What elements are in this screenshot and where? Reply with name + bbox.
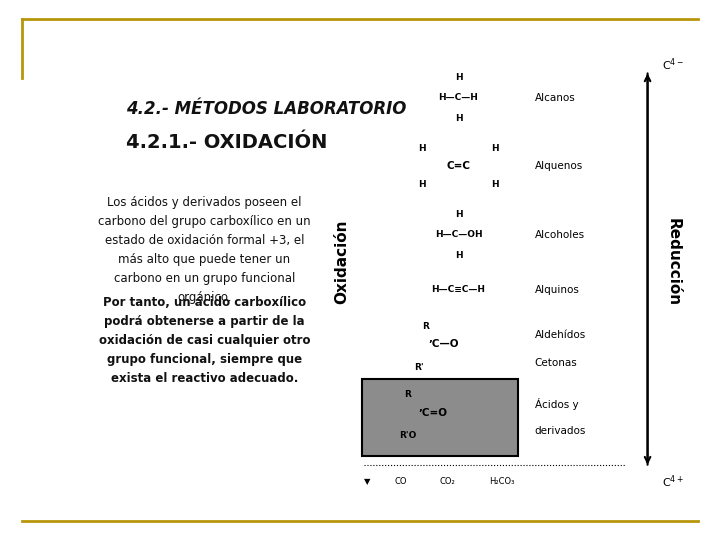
Text: C$^{4+}$: C$^{4+}$	[662, 474, 684, 490]
Text: ▼: ▼	[364, 477, 371, 486]
Text: Oxidación: Oxidación	[335, 220, 350, 305]
Text: 4.2.- MÉTODOS LABORATORIO: 4.2.- MÉTODOS LABORATORIO	[126, 100, 407, 118]
Text: H: H	[455, 114, 462, 123]
Text: R: R	[423, 322, 429, 330]
Text: Reducción: Reducción	[665, 218, 680, 306]
Text: R'O: R'O	[399, 431, 416, 440]
Text: ʼC—O: ʼC—O	[428, 339, 459, 349]
Text: 4.2.1.- OXIDACIÓN: 4.2.1.- OXIDACIÓN	[126, 133, 328, 152]
Text: H: H	[455, 73, 462, 82]
Text: CO₂: CO₂	[440, 477, 456, 486]
Text: C=C: C=C	[446, 161, 470, 171]
Text: H—C—OH: H—C—OH	[435, 231, 482, 239]
Text: R: R	[404, 390, 411, 399]
Text: Alcoholes: Alcoholes	[535, 230, 585, 240]
FancyBboxPatch shape	[362, 379, 518, 456]
Text: C$^{4-}$: C$^{4-}$	[662, 57, 684, 73]
Text: Por tanto, un ácido carboxílico
podrá obtenerse a partir de la
oxidación de casi: Por tanto, un ácido carboxílico podrá ob…	[99, 295, 310, 384]
Text: H: H	[418, 180, 426, 189]
Text: Ácidos y: Ácidos y	[535, 397, 578, 410]
Text: H₂CO₃: H₂CO₃	[490, 477, 515, 486]
Text: CO: CO	[394, 477, 407, 486]
Text: H—C≡C—H: H—C≡C—H	[431, 285, 485, 294]
Text: derivados: derivados	[535, 426, 586, 436]
Text: H: H	[455, 210, 462, 219]
Text: H—C—H: H—C—H	[438, 93, 478, 103]
Text: H: H	[455, 251, 462, 260]
Text: H: H	[491, 144, 499, 153]
Text: Alquenos: Alquenos	[535, 161, 583, 171]
Text: R': R'	[414, 363, 423, 372]
Text: Aldehídos: Aldehídos	[535, 330, 586, 340]
Text: H: H	[418, 144, 426, 153]
Text: Cetonas: Cetonas	[535, 357, 577, 368]
Text: Los ácidos y derivados poseen el
carbono del grupo carboxílico en un
estado de o: Los ácidos y derivados poseen el carbono…	[98, 196, 311, 304]
Text: Alquinos: Alquinos	[535, 285, 580, 295]
Text: H: H	[491, 180, 499, 189]
Text: ʼC=O: ʼC=O	[418, 408, 448, 418]
Text: Alcanos: Alcanos	[535, 93, 575, 103]
